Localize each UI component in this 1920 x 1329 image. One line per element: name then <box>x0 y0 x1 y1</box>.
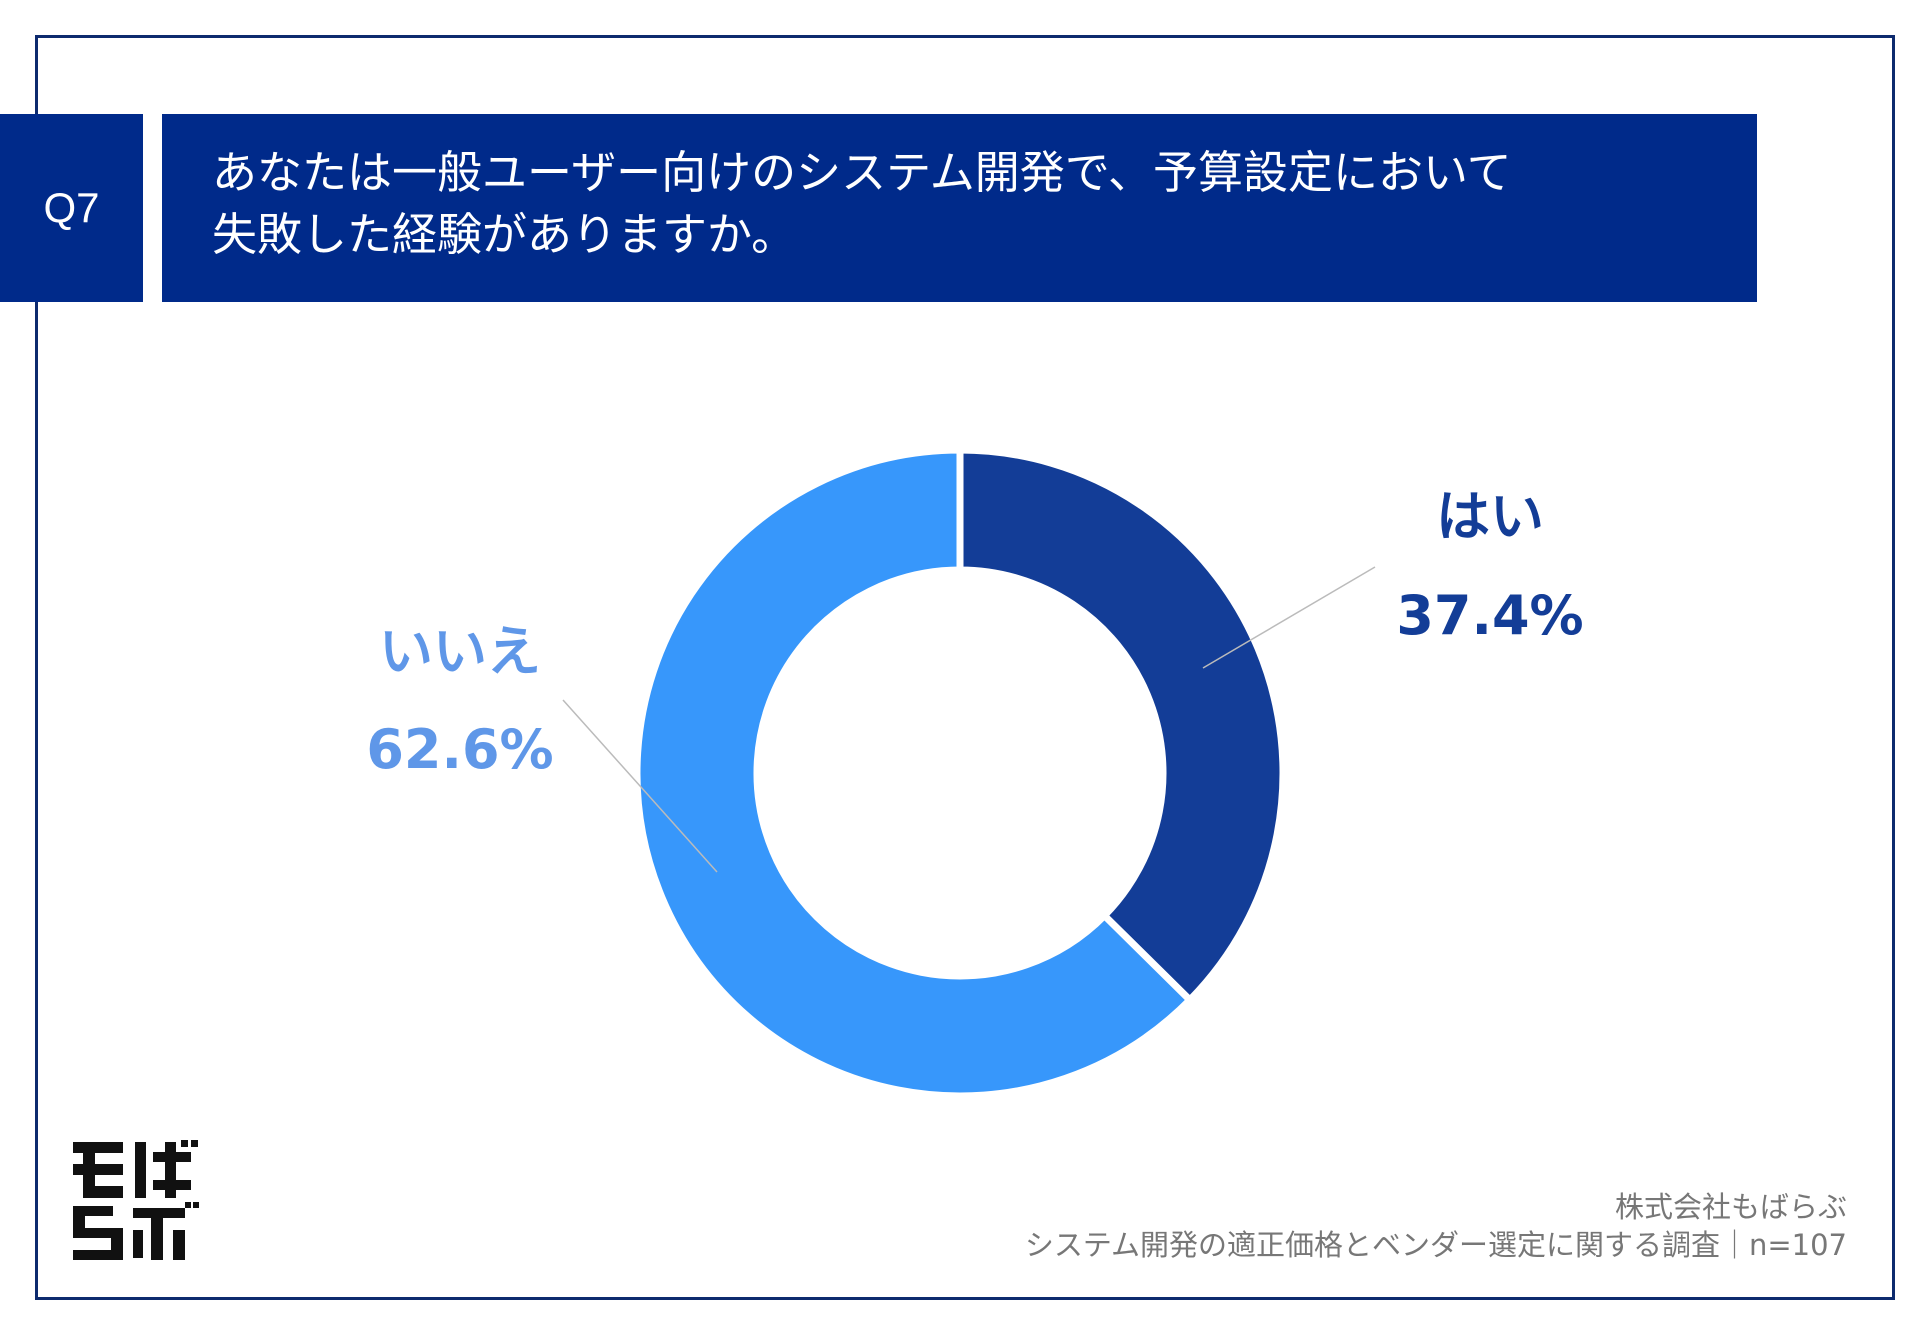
question-text-line-1: あなたは一般ユーザー向けのシステム開発で、予算設定において <box>212 146 1512 199</box>
slice-label-iie: いいえ <box>379 620 541 683</box>
question-banner: あなたは一般ユーザー向けのシステム開発で、予算設定において 失敗した経験がありま… <box>162 114 1757 302</box>
donut-slice-iie <box>633 446 1195 1100</box>
leader-line-iie <box>562 699 718 873</box>
question-number-badge: Q7 <box>0 114 143 302</box>
donut-slices <box>633 446 1287 1100</box>
footer-company: 株式会社もばらぶ <box>1614 1190 1847 1224</box>
mobarabu-logo <box>73 1140 199 1260</box>
footer-survey: システム開発の適正価格とベンダー選定に関する調査｜n=107 <box>1024 1228 1847 1262</box>
slice-value-hai: 37.4% <box>1396 584 1583 647</box>
slice-label-hai: はい <box>1436 485 1544 548</box>
donut-slice-hai <box>956 446 1287 1005</box>
leader-line-hai <box>1202 566 1376 669</box>
question-text-line-2: 失敗した経験がありますか。 <box>212 208 797 261</box>
slide-frame <box>35 35 1895 1300</box>
slice-value-iie: 62.6% <box>366 718 553 781</box>
footer-source: 株式会社もばらぶ システム開発の適正価格とベンダー選定に関する調査｜n=107 <box>1025 1188 1847 1264</box>
